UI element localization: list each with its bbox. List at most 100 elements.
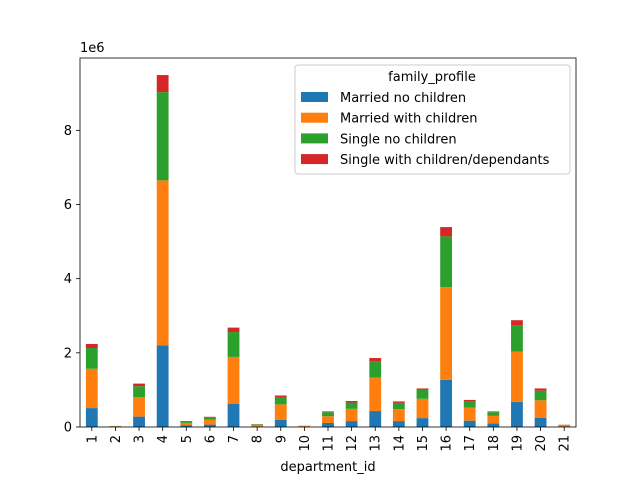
bar-segment bbox=[487, 412, 500, 416]
bar-segment bbox=[204, 424, 216, 427]
x-tick-label: 19 bbox=[510, 435, 525, 452]
x-tick-label: 12 bbox=[345, 435, 360, 452]
bar-segment bbox=[440, 227, 452, 237]
bar-segment bbox=[487, 415, 500, 424]
legend-label: Married with children bbox=[340, 112, 478, 127]
bar-segment bbox=[322, 416, 334, 423]
y-tick-label: 2 bbox=[64, 346, 72, 361]
bar-segment bbox=[369, 361, 382, 378]
legend-label: Single with children/dependants bbox=[340, 153, 550, 168]
y-tick-label: 8 bbox=[64, 124, 72, 139]
bar-segment bbox=[322, 412, 334, 417]
bar-segment bbox=[204, 419, 216, 425]
bar-segment bbox=[392, 409, 405, 422]
bar-segment bbox=[511, 320, 523, 326]
bar-segment bbox=[274, 395, 287, 397]
bar-segment bbox=[511, 325, 523, 352]
bar-segment bbox=[274, 396, 287, 405]
bar-segment bbox=[534, 417, 547, 427]
x-tick-label: 6 bbox=[203, 435, 218, 443]
bar-segment bbox=[180, 425, 193, 427]
bar-segment bbox=[156, 345, 169, 427]
bar-segment bbox=[534, 388, 547, 391]
bar-segment bbox=[416, 398, 429, 419]
y-tick-label: 4 bbox=[64, 272, 72, 287]
legend-title: family_profile bbox=[388, 70, 476, 85]
x-tick-label: 1 bbox=[85, 435, 100, 443]
bar-segment bbox=[85, 368, 98, 409]
bar-segment bbox=[487, 423, 500, 427]
y-offset-text: 1e6 bbox=[80, 41, 105, 56]
x-tick-label: 18 bbox=[487, 435, 502, 452]
bar-segment bbox=[440, 379, 452, 427]
bar-segment bbox=[416, 388, 429, 390]
bar-segment bbox=[133, 397, 145, 417]
bar-segment bbox=[322, 422, 334, 427]
legend-label: Single no children bbox=[340, 132, 457, 147]
bar-segment bbox=[511, 351, 523, 402]
bar-segment bbox=[251, 424, 264, 427]
x-tick-label: 11 bbox=[322, 435, 337, 452]
bar-segment bbox=[369, 358, 382, 362]
bar-segment bbox=[133, 386, 145, 398]
bar-segment bbox=[345, 401, 358, 403]
legend-swatch bbox=[301, 154, 328, 165]
bar-segment bbox=[204, 416, 216, 418]
x-tick-label: 4 bbox=[156, 435, 171, 443]
bar-segment bbox=[511, 401, 523, 427]
bar-segment bbox=[204, 417, 216, 420]
bar-segment bbox=[463, 399, 476, 402]
bar-segment bbox=[227, 327, 240, 333]
bar-segment bbox=[133, 383, 145, 387]
bar-segment bbox=[227, 332, 240, 357]
bar-segment bbox=[345, 402, 358, 409]
bar-segment bbox=[180, 421, 193, 423]
bar-segment bbox=[534, 400, 547, 418]
bar-segment bbox=[534, 390, 547, 401]
bar-segment bbox=[251, 424, 264, 425]
bar-segment bbox=[345, 421, 358, 427]
legend-swatch bbox=[301, 112, 328, 123]
bar-segment bbox=[392, 401, 405, 403]
bar-segment bbox=[156, 75, 169, 93]
bar-segment bbox=[85, 408, 98, 427]
bar-segment bbox=[322, 411, 334, 413]
x-tick-label: 16 bbox=[440, 435, 455, 452]
bar-segment bbox=[109, 426, 122, 427]
bar-segment bbox=[85, 348, 98, 369]
x-tick-label: 15 bbox=[416, 435, 431, 452]
x-tick-label: 21 bbox=[558, 435, 573, 452]
bar-segment bbox=[345, 408, 358, 422]
legend-items: Married no children Married with children… bbox=[301, 91, 550, 168]
y-tick-label: 0 bbox=[64, 421, 72, 436]
bar-segment bbox=[416, 389, 429, 399]
bar-segment bbox=[440, 236, 452, 288]
bar-segment bbox=[463, 420, 476, 427]
bar-segment bbox=[227, 404, 240, 427]
x-tick-label: 2 bbox=[109, 435, 124, 443]
x-tick-label: 17 bbox=[463, 435, 478, 452]
legend-swatch bbox=[301, 92, 328, 102]
bar-segment bbox=[369, 377, 382, 412]
bar-segment bbox=[274, 404, 287, 420]
bar-segment bbox=[133, 416, 145, 427]
bar-segment bbox=[392, 421, 405, 427]
x-tick-label: 10 bbox=[298, 435, 313, 452]
bar-segment bbox=[463, 401, 476, 408]
bar-segment bbox=[227, 356, 240, 405]
legend-label: Married no children bbox=[340, 91, 466, 106]
bar-segment bbox=[392, 402, 405, 410]
y-tick-label: 6 bbox=[64, 198, 72, 213]
legend-box bbox=[294, 64, 571, 175]
bar-segment bbox=[156, 180, 169, 346]
bar-segment bbox=[274, 419, 287, 427]
bar-segment bbox=[416, 418, 429, 427]
bar-segment bbox=[156, 92, 169, 181]
x-tick-label: 20 bbox=[534, 435, 549, 452]
x-tick-label: 14 bbox=[392, 435, 407, 452]
x-axis: 1 2 3 4 5 6 7 8 9 10 11 12 13 14 15 16 17 18 19 20 21 bbox=[85, 427, 573, 452]
bar-segment bbox=[180, 422, 193, 426]
bars-layer bbox=[85, 75, 571, 427]
bar-segment bbox=[487, 411, 500, 413]
